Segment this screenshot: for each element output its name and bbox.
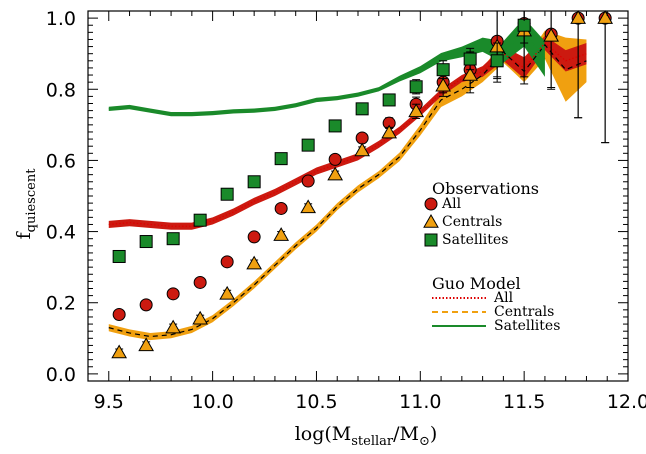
legend-model-title: Guo Model: [432, 274, 521, 293]
point-all: [193, 275, 207, 289]
x-tick-label: 10.0: [191, 391, 233, 413]
point-all: [274, 201, 288, 215]
point-all: [166, 287, 180, 301]
x-axis-title: log(Mstellar/M⊙): [295, 423, 438, 449]
model-line-centrals: [108, 43, 587, 338]
legend-marker-centrals: [423, 213, 439, 228]
model-band-satellites: [108, 18, 545, 117]
x-tick-label: 12.0: [607, 391, 646, 413]
point-satellites: [193, 213, 207, 227]
x-axis-title-close: ): [430, 423, 437, 445]
point-centrals: [246, 255, 263, 270]
y-tick-label: 1.0: [46, 8, 76, 30]
point-centrals: [408, 103, 425, 118]
point-satellites: [112, 249, 126, 263]
x-tick-label: 11.5: [503, 391, 545, 413]
x-axis-title-main: log(M: [295, 423, 352, 445]
x-axis-title-slash: /M: [393, 423, 419, 445]
x-tick-label: 10.5: [295, 391, 337, 413]
legend-observation-entries: All Centrals Satellites: [423, 196, 508, 248]
legend-model-label-centrals: Centrals: [494, 304, 554, 320]
point-centrals: [354, 142, 371, 157]
point-centrals: [192, 310, 209, 325]
x-axis-title-sun: ⊙: [419, 434, 430, 449]
y-tick-label: 0.6: [46, 150, 76, 172]
point-centrals: [435, 77, 452, 92]
point-satellites: [220, 187, 234, 201]
legend-model-label-satellites: Satellites: [494, 318, 560, 334]
point-centrals: [543, 27, 560, 42]
model-bands: [108, 18, 587, 341]
point-all: [247, 230, 261, 244]
legend-label-satellites: Satellites: [442, 232, 508, 248]
legend-model-label-all: All: [493, 290, 514, 306]
point-centrals: [570, 10, 587, 24]
point-all: [328, 152, 342, 166]
point-centrals: [327, 166, 344, 181]
y-axis-title-main: f: [13, 230, 35, 239]
point-satellites: [247, 175, 261, 189]
point-satellites: [355, 102, 369, 116]
y-tick-label: 0.4: [46, 222, 76, 244]
x-axis-title-sub: stellar: [351, 434, 394, 449]
point-all: [112, 307, 126, 321]
point-centrals: [111, 344, 128, 359]
point-satellites: [382, 93, 396, 107]
model-line-all: [108, 42, 587, 227]
legend-observations-title: Observations: [432, 179, 539, 198]
point-centrals: [597, 10, 614, 24]
point-centrals: [219, 285, 236, 300]
point-satellites: [463, 52, 477, 66]
y-tick-label: 0.2: [46, 293, 76, 315]
point-centrals: [300, 199, 317, 214]
y-tick-label: 0.0: [46, 364, 76, 386]
observation-points: [111, 10, 614, 359]
point-all: [139, 298, 153, 312]
x-tick-label: 11.0: [399, 391, 441, 413]
y-axis-title-sub: quiescent: [24, 168, 39, 233]
y-axis-title: fquiescent: [13, 168, 39, 240]
point-satellites: [139, 235, 153, 249]
axis-ticks: 9.5 10.0 10.5 11.0 11.5 12.0 0.0 0.2 0.4 0.6 0.8 1.…: [46, 8, 646, 413]
point-centrals: [273, 227, 290, 241]
point-satellites: [490, 54, 504, 68]
point-centrals: [381, 124, 398, 139]
point-satellites: [436, 63, 450, 77]
point-satellites: [274, 152, 288, 166]
legend-label-all: All: [441, 196, 462, 212]
point-satellites: [328, 119, 342, 133]
point-centrals: [462, 67, 479, 81]
legend-marker-satellites: [424, 233, 438, 247]
legend-marker-all: [424, 197, 438, 211]
legend-label-centrals: Centrals: [442, 214, 502, 230]
point-centrals: [165, 319, 182, 334]
y-tick-label: 0.8: [46, 79, 76, 101]
point-all: [355, 131, 369, 145]
point-satellites: [517, 18, 531, 32]
point-all: [220, 255, 234, 269]
point-satellites: [301, 138, 315, 152]
point-all: [301, 174, 315, 188]
point-centrals: [138, 337, 155, 352]
x-tick-label: 9.5: [94, 391, 124, 413]
point-satellites: [409, 80, 423, 94]
point-satellites: [166, 232, 180, 246]
